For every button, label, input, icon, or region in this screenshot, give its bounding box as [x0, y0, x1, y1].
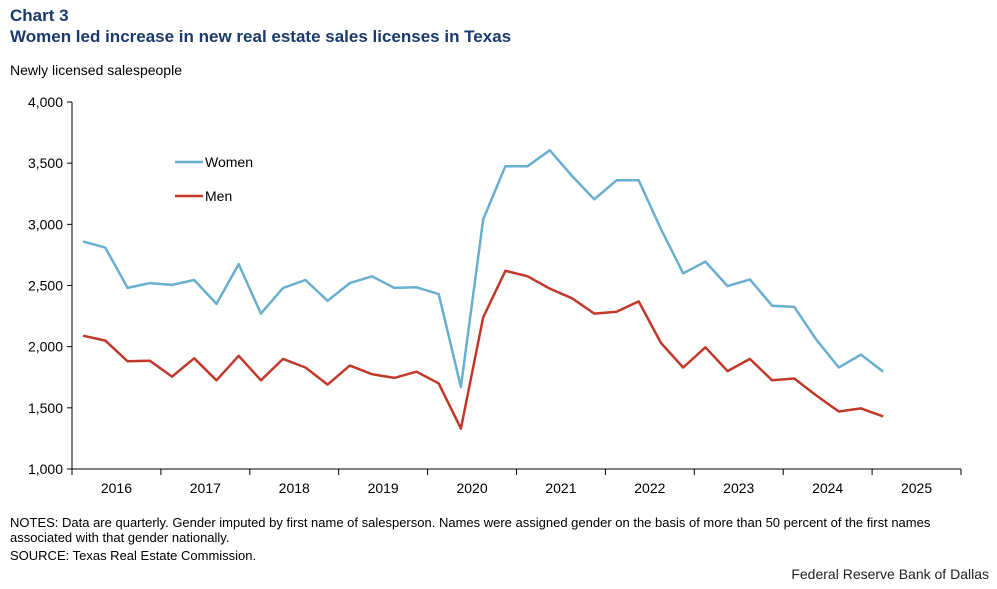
series-line-men [82, 269, 884, 430]
x-tick-label: 2016 [101, 480, 132, 496]
x-tick-label: 2020 [456, 480, 487, 496]
legend-label-women: Women [205, 154, 253, 170]
x-tick-label: 2019 [368, 480, 399, 496]
x-tick-label: 2021 [545, 480, 576, 496]
line-chart: 1,000 1,500 2,000 2,500 3,000 3,500 4,000 2016 2… [28, 94, 962, 496]
x-tick-label: 2018 [279, 480, 310, 496]
y-tick-label: 4,000 [28, 94, 63, 110]
chart-number: Chart 3 [10, 6, 69, 25]
x-tick-label: 2022 [634, 480, 665, 496]
x-tick-label: 2017 [190, 480, 221, 496]
chart-series [82, 149, 884, 430]
chart-axes: 1,000 1,500 2,000 2,500 3,000 3,500 4,000 2016 2… [28, 94, 962, 496]
y-tick-label: 2,500 [28, 278, 63, 294]
series-line-women [82, 149, 884, 389]
credit-line: Federal Reserve Bank of Dallas [791, 566, 989, 582]
chart-source: SOURCE: Texas Real Estate Commission. [10, 548, 257, 563]
x-tick-label: 2025 [901, 480, 932, 496]
legend-label-men: Men [205, 188, 232, 204]
x-tick-label: 2023 [723, 480, 754, 496]
y-tick-label: 1,000 [28, 461, 63, 477]
chart-notes: NOTES: Data are quarterly. Gender impute… [10, 515, 931, 545]
y-tick-label: 3,000 [28, 216, 63, 232]
y-tick-label: 3,500 [28, 155, 63, 171]
chart-legend: Women Men [175, 154, 253, 204]
y-tick-label: 1,500 [28, 400, 63, 416]
y-axis-label: Newly licensed salespeople [10, 62, 182, 78]
y-tick-label: 2,000 [28, 339, 63, 355]
x-tick-label: 2024 [812, 480, 843, 496]
chart-title: Women led increase in new real estate sa… [10, 27, 512, 46]
